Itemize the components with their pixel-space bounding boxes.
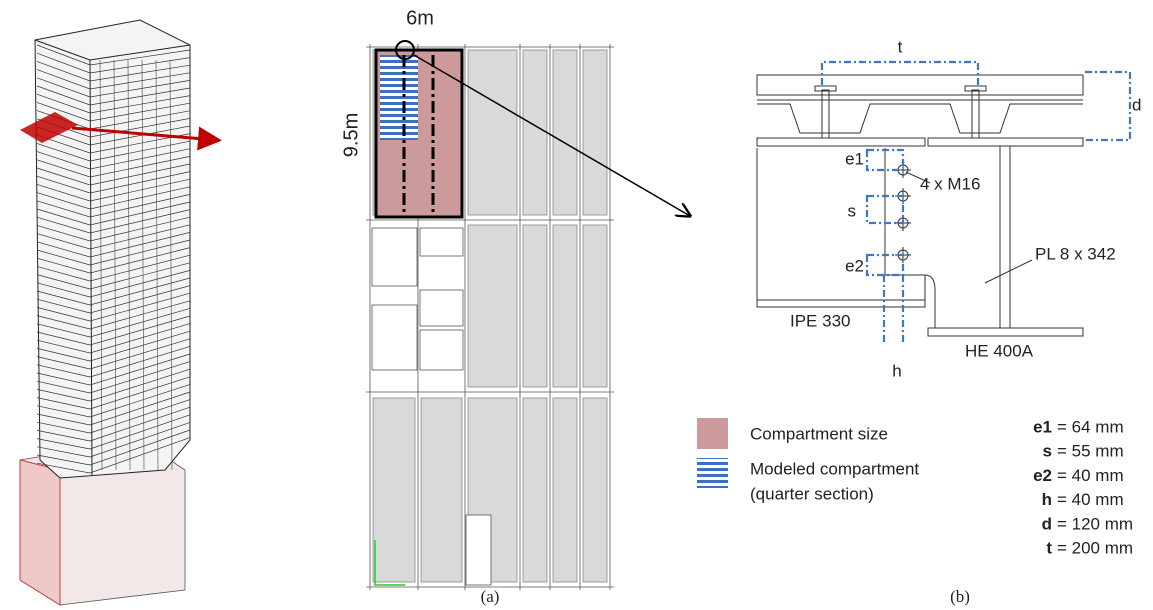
slab-panel [523, 50, 547, 215]
dim-label: s [848, 201, 857, 220]
height-label: 9.5m [340, 113, 362, 157]
dim-label: e1 [845, 149, 864, 168]
legend-swatch [697, 418, 728, 449]
empty-cell [420, 330, 463, 370]
dim-label: h [892, 361, 901, 380]
plate-label: PL 8 x 342 [1035, 244, 1116, 263]
parameter-value: = 40 mm [1057, 490, 1124, 509]
legend-swatch [697, 458, 728, 488]
slab-panel [583, 50, 607, 215]
modeled-compartment [380, 55, 418, 140]
dim-label: t [898, 37, 903, 56]
parameter-value: = 55 mm [1057, 442, 1124, 461]
width-label: 6m [406, 7, 434, 29]
legend-label: Compartment size [750, 424, 888, 443]
slab-panel [523, 225, 547, 387]
parameter-symbol: t [1046, 538, 1052, 557]
empty-cell [466, 515, 491, 585]
legend-label: Modeled compartment [750, 459, 919, 478]
slab-panel [523, 398, 547, 582]
beam-label: IPE 330 [790, 311, 851, 330]
connection-drawing [757, 62, 1130, 345]
slab-panel [583, 398, 607, 582]
slab-panel [468, 50, 517, 215]
figure: 6m 9.5m (a) t d e1 s e2 h 4 x M16 PL 8 x… [0, 0, 1153, 610]
parameter-symbol: e2 [1033, 466, 1052, 485]
caption: (b) [950, 587, 970, 606]
parameter-symbol: h [1042, 490, 1052, 509]
slab-panel [373, 398, 415, 582]
empty-cell [420, 228, 463, 256]
legend-label: (quarter section) [750, 484, 874, 503]
slab-panel [468, 225, 517, 387]
parameter-symbol: e1 [1033, 417, 1052, 436]
parameter-value: = 40 mm [1057, 466, 1124, 485]
slab-panel [553, 50, 577, 215]
slab-panel [421, 398, 462, 582]
parameter-symbol: d [1042, 514, 1052, 533]
slab-panel [583, 225, 607, 387]
caption: (a) [481, 587, 500, 606]
empty-cell [372, 228, 417, 286]
column-label: HE 400A [965, 341, 1034, 360]
slab-panel [553, 398, 577, 582]
tower-model [20, 20, 190, 605]
bolt-label: 4 x M16 [920, 174, 980, 193]
parameter-symbol: s [1043, 442, 1052, 461]
parameter-value: = 120 mm [1057, 514, 1133, 533]
dim-label: e2 [845, 256, 864, 275]
dim-label: d [1132, 95, 1141, 114]
empty-cell [420, 290, 463, 326]
slab-panel [553, 225, 577, 387]
parameter-value: = 200 mm [1057, 538, 1133, 557]
empty-cell [372, 305, 417, 370]
parameter-value: = 64 mm [1057, 417, 1124, 436]
